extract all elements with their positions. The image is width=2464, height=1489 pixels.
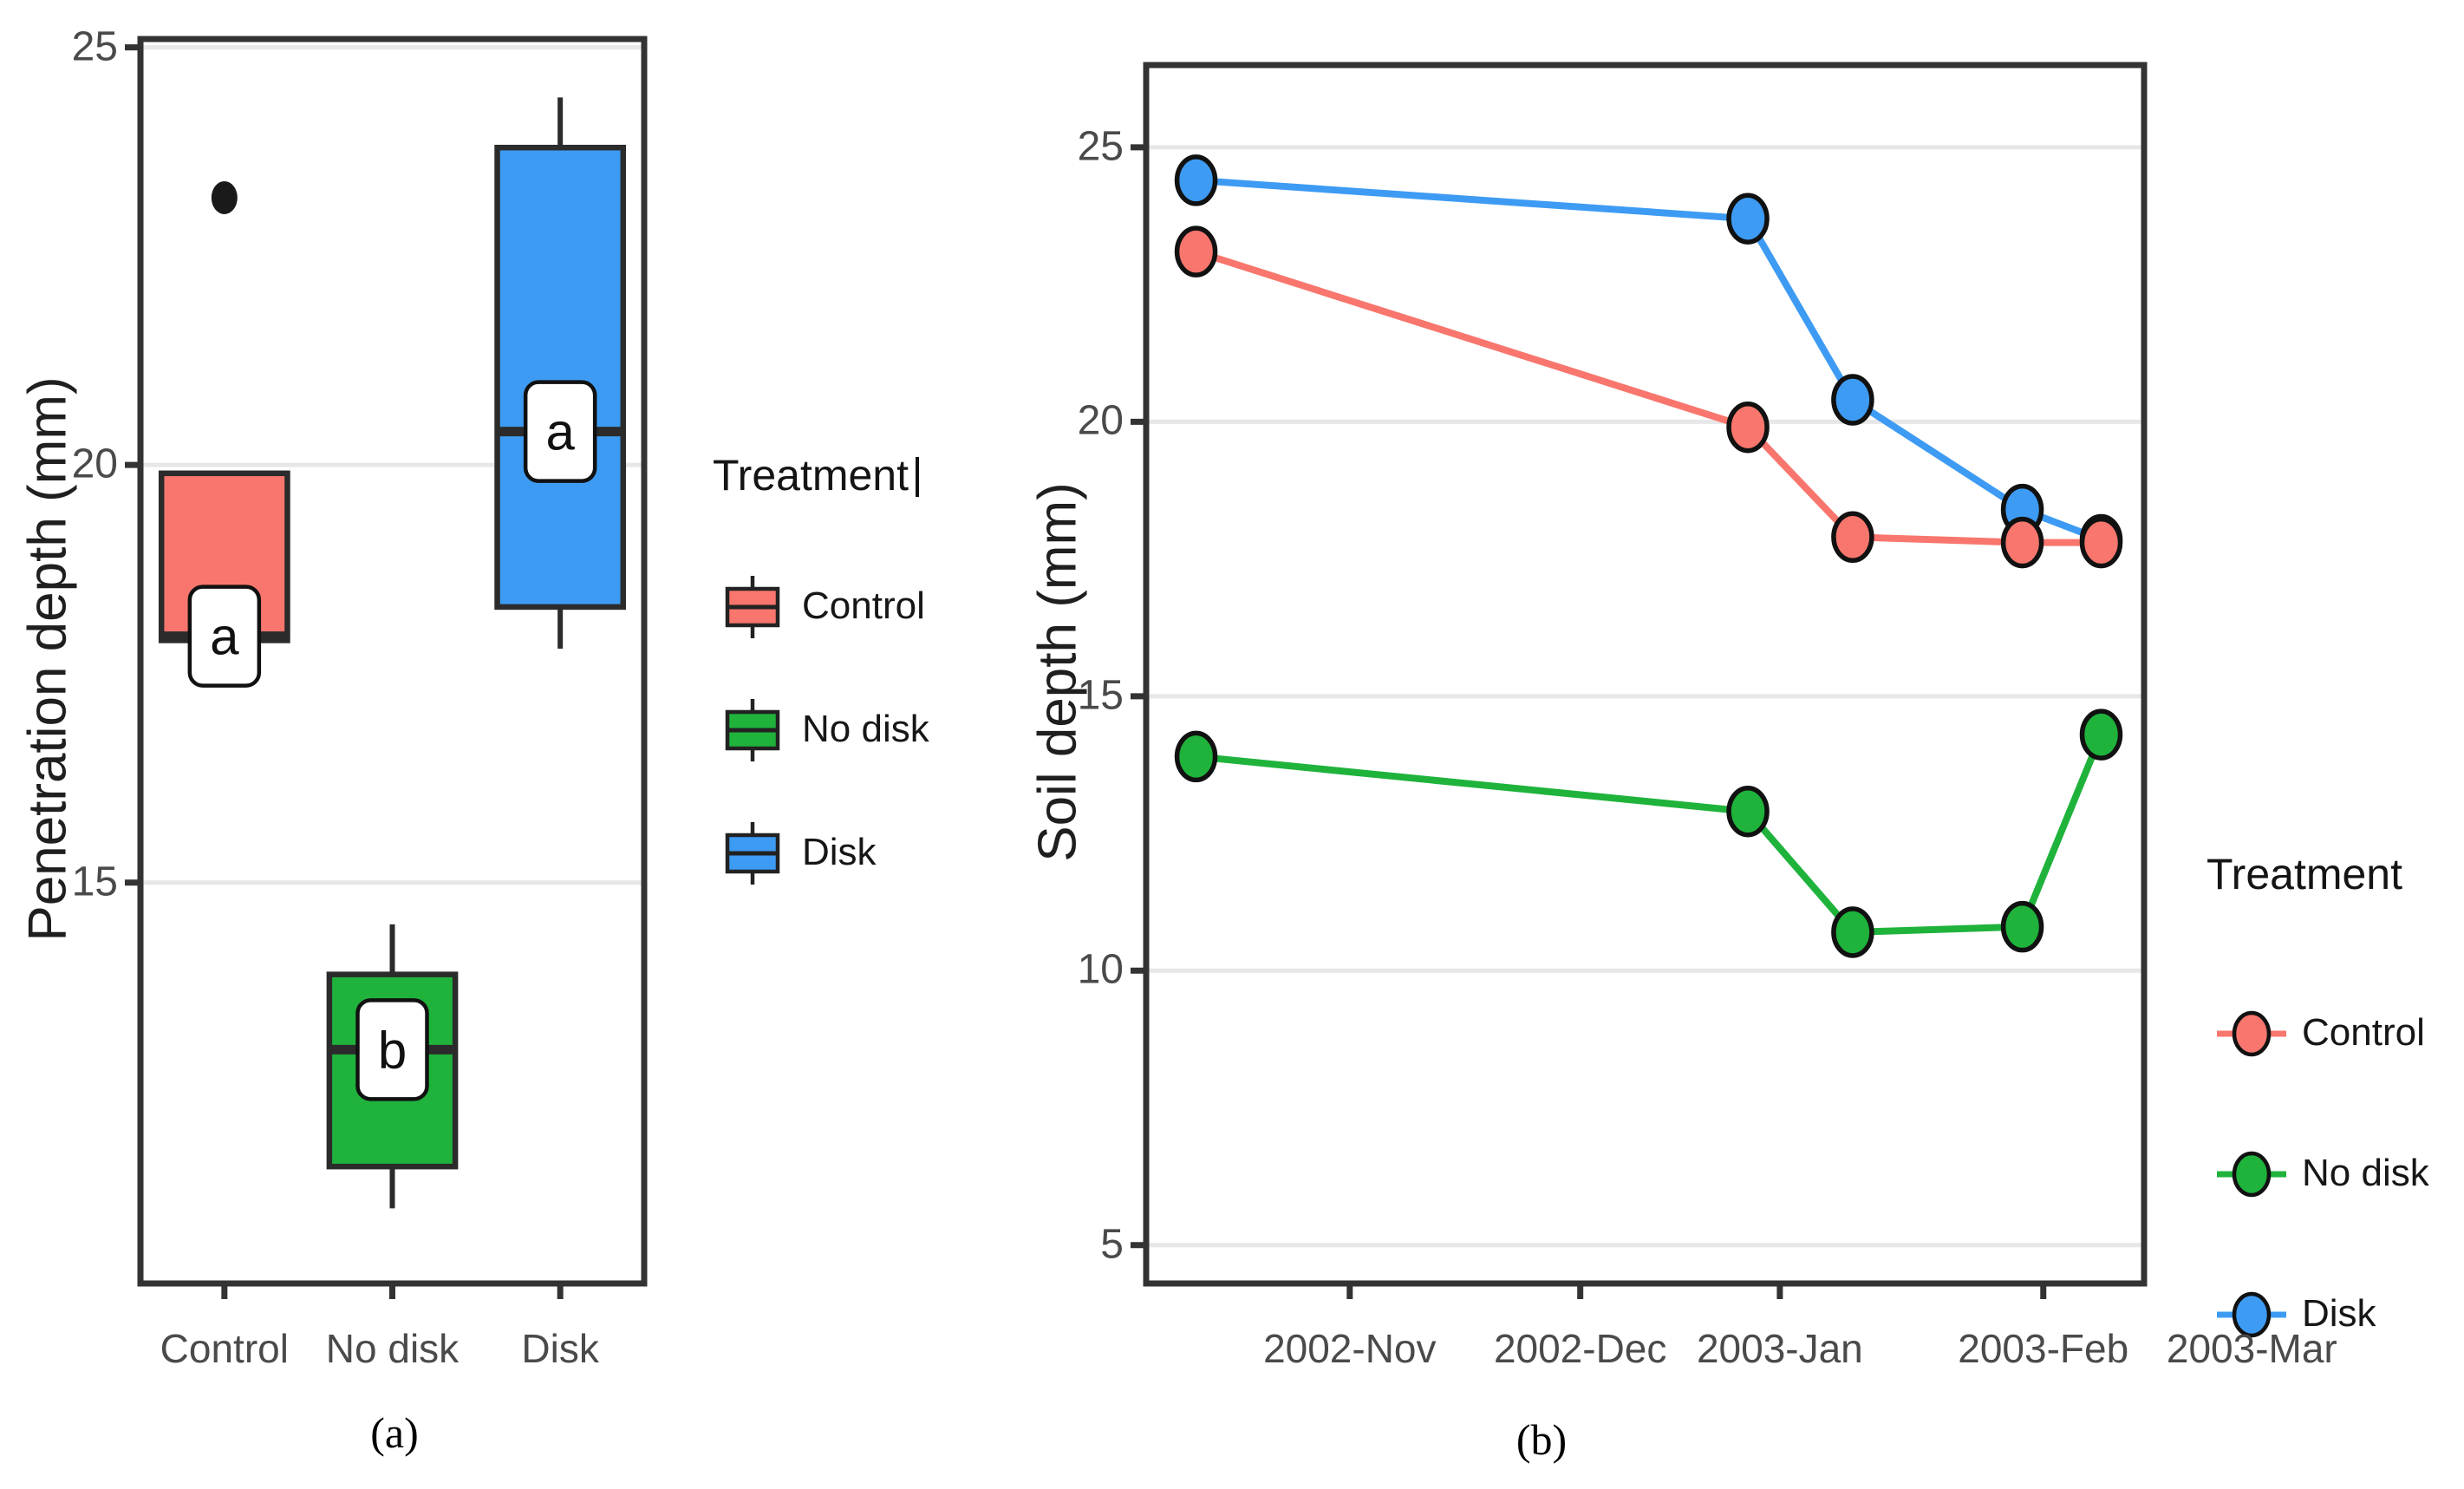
point-key-icon — [2232, 1291, 2272, 1338]
series-disk — [1174, 154, 2123, 566]
panel-b-x-tick-label: 2002-Nov — [1263, 1326, 1437, 1371]
panel-a-x-tick-label: Disk — [521, 1326, 599, 1371]
legend-a-item-label: Control — [802, 584, 925, 627]
data-point — [1831, 374, 1874, 426]
data-point — [1726, 401, 1770, 454]
panel-b-y-tick-label: 15 — [1077, 672, 1124, 719]
data-point — [2079, 709, 2123, 761]
panel-a-x-tick-label: Control — [160, 1326, 289, 1371]
panel-b-legend-title-text: Treatment — [2207, 850, 2403, 898]
outlier-point — [211, 180, 238, 214]
panel-b-frame — [1143, 62, 2148, 1287]
series-line — [1196, 176, 2102, 544]
data-point — [2079, 516, 2123, 569]
significance-label: a — [523, 380, 597, 483]
panel-a-y-tick-label: 15 — [71, 859, 118, 905]
point-key-icon — [2232, 1010, 2272, 1057]
series-control — [1174, 225, 2123, 569]
legend-a-key-no-disk — [725, 699, 780, 761]
panel-b-y-tick-label: 5 — [1100, 1221, 1124, 1268]
panel-b-y-tick-label: 10 — [1077, 946, 1124, 993]
significance-label: b — [355, 998, 429, 1101]
legend-b-item-label: Control — [2302, 1011, 2425, 1054]
legend-a-item-label: No disk — [802, 708, 929, 750]
box-iqr — [494, 144, 627, 611]
panel-b-legend-title: Treatment — [2207, 849, 2402, 899]
series-line — [1196, 733, 2105, 936]
panel-b-x-tick-label: 2003-Jan — [1696, 1326, 1863, 1371]
point-key-icon — [2232, 1151, 2272, 1198]
panel-a-legend-title-text: Treatment — [713, 451, 909, 500]
panel-b-x-tick-label: 2003-Mar — [2166, 1326, 2337, 1371]
text-cursor-artifact — [916, 457, 920, 497]
series-no-disk — [1174, 709, 2123, 958]
legend-a-key-control — [725, 576, 780, 638]
data-point — [1174, 225, 1218, 278]
legend-b-key-disk — [2217, 1291, 2286, 1338]
panel-b-y-tick-label: 20 — [1077, 397, 1124, 444]
panel-b-x-tick-label: 2002-Dec — [1493, 1326, 1667, 1371]
svg-text:a: a — [545, 403, 575, 461]
box-disk — [494, 97, 627, 650]
panel-a-frame — [137, 36, 648, 1287]
data-point — [1726, 785, 1770, 838]
legend-b-item-label: No disk — [2302, 1152, 2429, 1194]
legend-a-item-label: Disk — [802, 831, 877, 873]
data-point — [1174, 730, 1218, 783]
panel-a-x-tick-label: No disk — [325, 1326, 460, 1371]
legend-a-key-disk — [725, 822, 780, 885]
series-line — [1195, 248, 2102, 546]
panel-a-caption: (a) — [370, 1408, 419, 1457]
svg-text:a: a — [210, 608, 239, 666]
data-point — [2000, 900, 2044, 953]
panel-b-y-tick-label: 25 — [1077, 123, 1124, 170]
panel-a-y-tick-label: 20 — [71, 441, 118, 487]
data-point — [1174, 154, 1218, 206]
data-point — [1831, 511, 1874, 564]
data-point — [1726, 193, 1770, 245]
panel-a-legend-title: Treatment — [713, 450, 920, 500]
legend-b-item-label: Disk — [2302, 1292, 2376, 1335]
panel-b-gridlines — [1146, 145, 2144, 1248]
panel-a-y-tick-label: 25 — [71, 23, 118, 70]
panel-b-caption: (b) — [1516, 1415, 1568, 1464]
legend-b-key-no-disk — [2217, 1151, 2286, 1198]
data-point — [1831, 906, 1874, 958]
svg-text:b: b — [378, 1021, 407, 1079]
significance-label: a — [187, 584, 262, 688]
data-point — [2000, 516, 2044, 569]
box-control — [158, 180, 290, 643]
legend-b-key-control — [2217, 1010, 2286, 1057]
panel-b-x-tick-label: 2003-Feb — [1958, 1326, 2129, 1371]
